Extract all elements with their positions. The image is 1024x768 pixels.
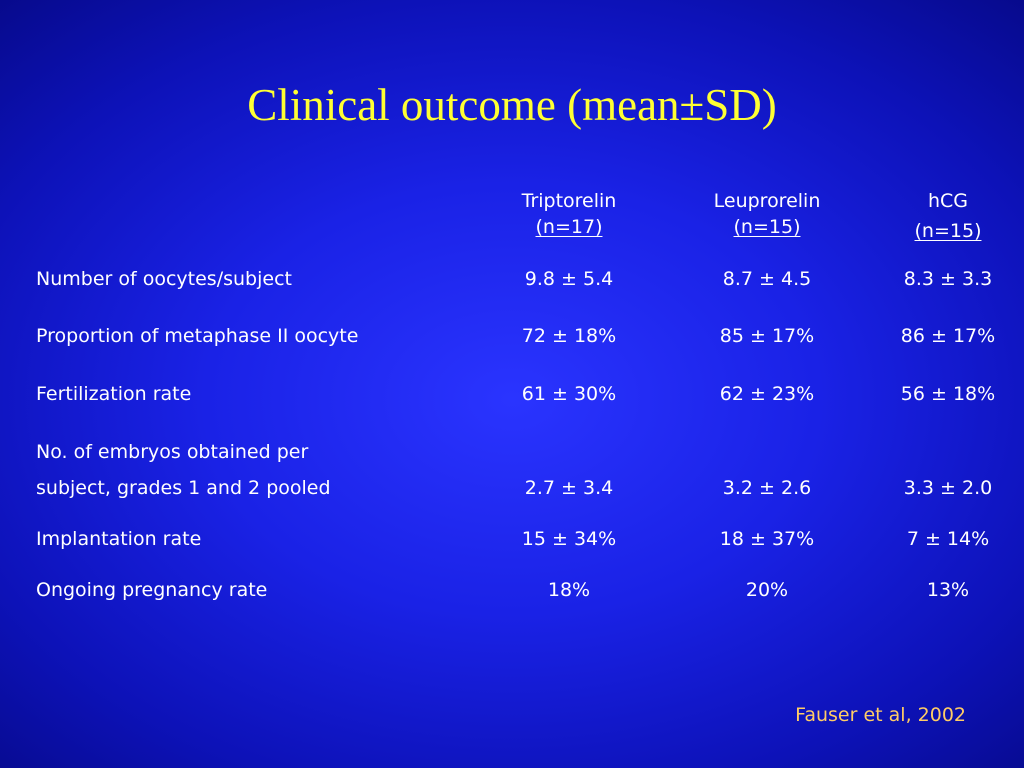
- row-label-line: Implantation rate: [36, 528, 202, 550]
- table-cell: 56 ± 18%: [900, 383, 996, 405]
- row-label-fertilization: Fertilization rate: [36, 376, 191, 412]
- table-cell: 8.7 ± 4.5: [722, 268, 812, 290]
- row-label-oocytes: Number of oocytes/subject: [36, 261, 292, 297]
- table-cell: 85 ± 17%: [719, 325, 815, 347]
- column-header-triptorelin: Triptorelin (n=17): [489, 186, 649, 242]
- column-header-count: (n=15): [914, 220, 982, 242]
- row-label-pregnancy: Ongoing pregnancy rate: [36, 572, 267, 608]
- table-cell: 9.8 ± 5.4: [524, 268, 614, 290]
- table-cell: 62 ± 23%: [719, 383, 815, 405]
- row-label-implantation: Implantation rate: [36, 521, 201, 557]
- row-label-line: No. of embryos obtained per: [36, 441, 309, 463]
- row-label-metaphase: Proportion of metaphase II oocyte: [36, 318, 358, 354]
- table-cell: 13%: [926, 579, 970, 601]
- row-label-line: Number of oocytes/subject: [36, 268, 292, 290]
- citation: Fauser et al, 2002: [795, 704, 966, 726]
- table-cell: 15 ± 34%: [521, 528, 617, 550]
- table-cell: 18%: [547, 579, 591, 601]
- table-cell: 3.3 ± 2.0: [903, 477, 993, 499]
- column-header-name: hCG: [927, 190, 969, 212]
- table-cell: 86 ± 17%: [900, 325, 996, 347]
- row-label-line: subject, grades 1 and 2 pooled: [36, 477, 331, 499]
- row-label-embryos: No. of embryos obtained per subject, gra…: [36, 434, 331, 506]
- table-cell: 18 ± 37%: [719, 528, 815, 550]
- column-header-leuprorelin: Leuprorelin (n=15): [687, 186, 847, 242]
- column-header-count: (n=17): [535, 216, 603, 238]
- column-header-name: Triptorelin: [521, 190, 617, 212]
- row-label-line: Fertilization rate: [36, 383, 192, 405]
- table-cell: 3.2 ± 2.6: [722, 477, 812, 499]
- table-cell: 7 ± 14%: [906, 528, 990, 550]
- column-header-hcg: hCG (n=15): [868, 186, 1024, 246]
- row-label-line: Ongoing pregnancy rate: [36, 579, 268, 601]
- row-label-line: Proportion of metaphase II oocyte: [36, 325, 359, 347]
- table-cell: 2.7 ± 3.4: [524, 477, 614, 499]
- slide-title: Clinical outcome (mean±SD): [247, 80, 777, 130]
- column-header-count: (n=15): [733, 216, 801, 238]
- table-cell: 20%: [745, 579, 789, 601]
- table-cell: 72 ± 18%: [521, 325, 617, 347]
- table-cell: 61 ± 30%: [521, 383, 617, 405]
- table-cell: 8.3 ± 3.3: [903, 268, 993, 290]
- column-header-name: Leuprorelin: [713, 190, 821, 212]
